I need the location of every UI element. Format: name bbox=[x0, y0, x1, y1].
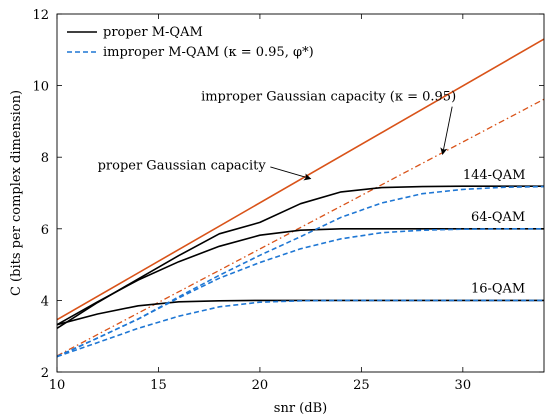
y-tick-label: 12 bbox=[32, 8, 49, 23]
annotation-qam64-label: 64-QAM bbox=[471, 210, 525, 225]
y-tick-label: 4 bbox=[41, 294, 49, 309]
x-tick-label: 15 bbox=[150, 378, 167, 393]
annotation-arrow bbox=[440, 106, 453, 156]
series-line-proper-qam-4 bbox=[56, 185, 544, 329]
series-line-proper-gaussian-0 bbox=[56, 38, 545, 321]
y-tick-label: 8 bbox=[41, 151, 49, 166]
y-tick-label: 2 bbox=[41, 366, 49, 381]
y-tick-label: 6 bbox=[41, 223, 49, 238]
series-lines bbox=[56, 38, 545, 358]
x-axis-label: snr (dB) bbox=[274, 401, 327, 416]
legend: proper M-QAM improper M-QAM (κ = 0.95, φ*… bbox=[67, 25, 314, 60]
series-line-improper-qam-7 bbox=[56, 185, 545, 358]
y-tick-label: 10 bbox=[32, 80, 49, 95]
legend-label-improper: improper M-QAM (κ = 0.95, φ*) bbox=[103, 45, 314, 60]
axis-ticks: 10 15 20 25 30 2 4 6 8 10 12 bbox=[32, 8, 544, 393]
annotation-arrow bbox=[270, 166, 312, 181]
annotation-proper-gaussian-label: proper Gaussian capacity bbox=[98, 159, 267, 174]
y-axis-label: C (bits per complex dimension) bbox=[9, 90, 24, 296]
x-tick-label: 30 bbox=[455, 378, 472, 393]
annotation-qam16-label: 16-QAM bbox=[471, 282, 525, 297]
series-line-proper-qam-3 bbox=[56, 228, 544, 326]
annotations: improper Gaussian capacity (κ = 0.95) pro… bbox=[98, 90, 526, 297]
series-line-improper-gaussian-1 bbox=[56, 98, 545, 357]
series-line-proper-qam-2 bbox=[56, 299, 544, 326]
annotation-qam144-label: 144-QAM bbox=[463, 168, 526, 183]
x-tick-label: 25 bbox=[353, 378, 370, 393]
plot-frame bbox=[56, 13, 545, 373]
annotation-improper-gaussian-label: improper Gaussian capacity (κ = 0.95) bbox=[201, 90, 456, 105]
series-line-improper-qam-5 bbox=[56, 299, 544, 358]
x-tick-label: 20 bbox=[252, 378, 269, 393]
x-tick-label: 10 bbox=[49, 378, 66, 393]
legend-label-proper: proper M-QAM bbox=[103, 25, 203, 40]
